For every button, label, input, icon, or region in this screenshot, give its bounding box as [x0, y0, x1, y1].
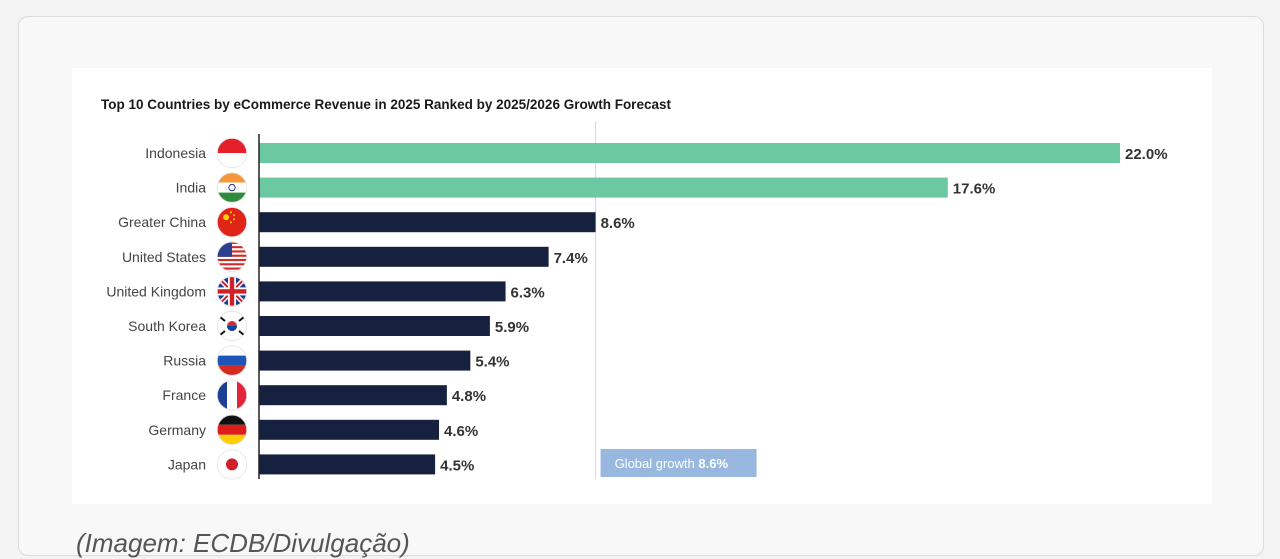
indonesia-flag-icon [216, 137, 248, 169]
category-label: France [162, 387, 206, 403]
reference-label-value: 8.6% [698, 456, 728, 471]
value-label: 4.5% [440, 457, 474, 474]
value-label: 22.0% [1125, 146, 1168, 163]
category-label: Russia [163, 353, 206, 369]
category-label: United States [122, 249, 206, 265]
value-label: 17.6% [953, 181, 996, 198]
bar [259, 454, 436, 475]
bar [259, 281, 506, 302]
russia-flag-icon [216, 345, 248, 376]
reference-label-text: Global growth [615, 456, 699, 471]
category-label: Greater China [118, 214, 206, 230]
bar [259, 212, 596, 233]
value-label: 4.8% [452, 388, 486, 405]
usa-flag-icon [216, 241, 248, 272]
value-label: 5.4% [475, 354, 509, 371]
bar [259, 143, 1120, 163]
value-label: 4.6% [444, 423, 478, 440]
japan-flag-icon [216, 449, 248, 480]
bar [259, 177, 948, 198]
bar [259, 246, 549, 267]
category-label: South Korea [128, 318, 206, 334]
value-label: 8.6% [601, 215, 635, 232]
india-flag-icon [216, 172, 248, 203]
china-flag-icon [216, 207, 248, 238]
france-flag-icon [216, 380, 248, 411]
germany-flag-icon [216, 414, 248, 445]
reference-label: Global growth 8.6% [615, 456, 729, 471]
bar [259, 350, 471, 371]
bar [259, 419, 440, 440]
category-label: Japan [168, 456, 206, 472]
south-korea-flag-icon [216, 310, 248, 342]
bar [259, 316, 490, 336]
value-label: 6.3% [511, 284, 545, 301]
value-label: 5.9% [495, 319, 529, 336]
uk-flag-icon [216, 276, 248, 307]
category-label: Indonesia [145, 145, 206, 161]
category-label: United Kingdom [106, 283, 206, 299]
bar-chart: Indonesia 22.0% India 17.6% Greater China 8.6… [106, 122, 1168, 480]
chart-title: Top 10 Countries by eCommerce Revenue in… [101, 97, 671, 112]
value-label: 7.4% [554, 250, 588, 267]
reference-label-box [600, 449, 757, 477]
category-label: Germany [148, 422, 206, 438]
bar [259, 385, 447, 406]
category-label: India [176, 180, 207, 196]
